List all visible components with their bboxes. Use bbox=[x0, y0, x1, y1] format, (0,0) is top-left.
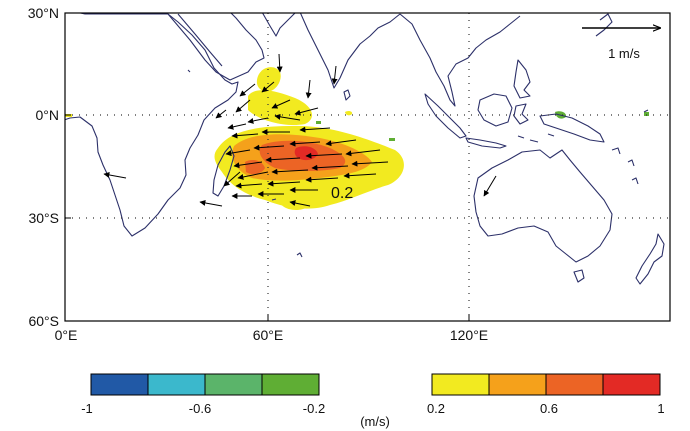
vector-arrow bbox=[235, 99, 251, 113]
vector-arrow bbox=[271, 99, 291, 109]
coastline-java bbox=[465, 137, 507, 149]
vector-arrow bbox=[233, 161, 263, 169]
shading-level-neg-0.2 bbox=[644, 112, 649, 116]
vector-arrow bbox=[199, 200, 223, 207]
map-plot-area: 0.2 30°N 0°N 30°S 60°S 0°E 60°E 120°E 1 … bbox=[28, 5, 671, 343]
lon-tick-marks bbox=[64, 315, 470, 321]
coastline-india bbox=[299, 13, 401, 89]
shading-level-neg-0.2 bbox=[316, 121, 321, 124]
reference-vector: 1 m/s bbox=[582, 28, 660, 61]
coastline-new-guinea bbox=[539, 113, 605, 143]
colorbar-swatch bbox=[489, 374, 546, 395]
vector-arrow bbox=[343, 172, 377, 179]
vector-arrow bbox=[289, 140, 321, 147]
vector-arrow bbox=[225, 149, 251, 157]
coastline-islands-indo bbox=[517, 133, 555, 143]
shading-level-0.2 bbox=[256, 67, 281, 92]
lon-tick-label-120e: 120°E bbox=[450, 327, 488, 343]
coastline-philippines bbox=[513, 59, 531, 99]
map-frame bbox=[64, 12, 671, 322]
coastline-australia bbox=[473, 149, 613, 263]
vector-arrow bbox=[261, 81, 275, 93]
vector-arrow bbox=[305, 79, 312, 99]
coastline-madagascar bbox=[212, 145, 235, 197]
colorbar-swatch bbox=[432, 374, 489, 395]
coastline-islands-east bbox=[611, 109, 649, 185]
vector-arrow bbox=[274, 113, 301, 121]
vector-arrow bbox=[351, 160, 389, 167]
shading-level-0.2 bbox=[248, 90, 313, 126]
coastline-borneo bbox=[477, 93, 513, 127]
colorbar-tick-label: 0.2 bbox=[427, 401, 445, 416]
coastline-arabia bbox=[167, 13, 265, 81]
vector-arrow bbox=[294, 107, 319, 116]
colorbar-positive: 0.2 0.6 1 bbox=[427, 373, 665, 416]
coastline-japan bbox=[595, 13, 613, 37]
vector-arrow bbox=[311, 164, 349, 171]
vector-arrow bbox=[267, 180, 301, 187]
colorbar-swatch bbox=[205, 374, 262, 395]
vector-arrow bbox=[231, 132, 259, 139]
coastline-red-sea bbox=[177, 13, 223, 67]
coastline-tasmania bbox=[573, 269, 585, 283]
wind-vectors bbox=[103, 53, 497, 207]
vector-arrow bbox=[235, 182, 263, 189]
vector-arrow bbox=[247, 117, 269, 124]
colorbar-tick-label: 1 bbox=[657, 401, 664, 416]
vector-arrow bbox=[103, 172, 127, 179]
coastline-sulawesi bbox=[513, 103, 529, 125]
lat-tick-label-30s: 30°S bbox=[28, 210, 59, 226]
coastline-sri-lanka bbox=[343, 89, 351, 101]
lat-tick-label-60s: 60°S bbox=[28, 313, 59, 329]
vector-arrow bbox=[305, 152, 343, 159]
vector-arrow bbox=[223, 171, 241, 187]
vector-arrow bbox=[271, 168, 309, 175]
colorbar-swatch bbox=[262, 374, 319, 395]
colorbar-swatch bbox=[148, 374, 205, 395]
coastline-persian-gulf bbox=[261, 13, 296, 37]
vector-arrow bbox=[276, 53, 283, 73]
vector-arrow bbox=[345, 149, 381, 157]
vector-arrow bbox=[237, 171, 269, 180]
vector-arrow bbox=[227, 123, 247, 130]
coastline-islands-small bbox=[187, 69, 303, 258]
vector-arrow bbox=[289, 200, 311, 207]
colorbar-negative: -1 -0.6 -0.2 bbox=[81, 373, 325, 416]
graticule bbox=[65, 13, 670, 321]
shading-negative bbox=[316, 111, 649, 141]
vector-arrow bbox=[325, 139, 357, 147]
vector-arrow bbox=[299, 126, 331, 133]
colorbar-tick-label: 0.6 bbox=[540, 401, 558, 416]
lat-tick-label-0n: 0°N bbox=[36, 107, 60, 123]
colorbar-unit: (m/s) bbox=[360, 414, 390, 429]
colorbar-tick-label: -1 bbox=[81, 401, 93, 416]
coastline-sumatra bbox=[424, 93, 467, 139]
vector-arrow bbox=[239, 83, 256, 97]
reference-vector-label: 1 m/s bbox=[608, 46, 640, 61]
vector-arrow bbox=[305, 176, 339, 183]
colorbar-swatch bbox=[91, 374, 148, 395]
contour-label: 0.2 bbox=[331, 185, 353, 202]
vector-arrow bbox=[215, 109, 227, 119]
shading-level-0.2 bbox=[345, 110, 353, 116]
vector-arrow bbox=[265, 156, 301, 163]
colorbar-swatch bbox=[546, 374, 603, 395]
coastlines bbox=[65, 13, 665, 285]
shading-level-neg-0.2 bbox=[389, 138, 395, 141]
coastline-new-zealand bbox=[635, 233, 665, 285]
lon-tick-label-60e: 60°E bbox=[253, 327, 284, 343]
lat-tick-label-30n: 30°N bbox=[28, 5, 59, 21]
vector-arrow bbox=[253, 144, 285, 151]
coastline-se-asia bbox=[399, 13, 521, 107]
coastline-africa bbox=[65, 13, 239, 237]
lon-tick-label-0e: 0°E bbox=[55, 327, 78, 343]
colorbar-swatch bbox=[603, 374, 660, 395]
colorbar-tick-label: -0.6 bbox=[189, 401, 211, 416]
vector-arrow bbox=[483, 175, 497, 197]
colorbar-tick-label: -0.2 bbox=[303, 401, 325, 416]
vector-arrow bbox=[331, 65, 338, 85]
lat-tick-marks bbox=[65, 12, 71, 322]
